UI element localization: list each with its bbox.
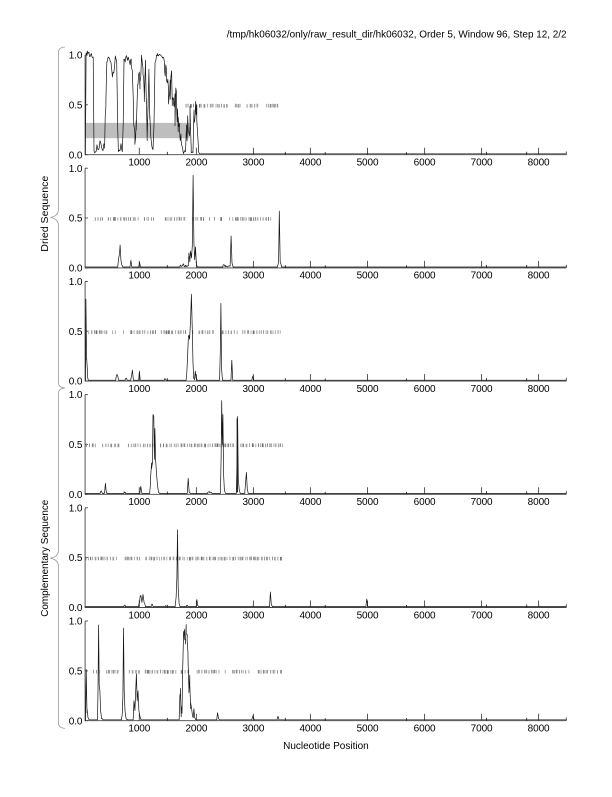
svg-text:2000: 2000 <box>185 384 207 395</box>
svg-text:8000: 8000 <box>528 610 550 621</box>
svg-text:0.0: 0.0 <box>69 490 83 501</box>
svg-text:6000: 6000 <box>414 724 436 735</box>
svg-text:7000: 7000 <box>471 158 493 169</box>
svg-text:0.5: 0.5 <box>69 100 83 111</box>
svg-text:3000: 3000 <box>242 271 264 282</box>
svg-text:2000: 2000 <box>185 158 207 169</box>
svg-text:5000: 5000 <box>357 271 379 282</box>
svg-text:6000: 6000 <box>414 158 436 169</box>
svg-text:6000: 6000 <box>414 271 436 282</box>
svg-text:0.0: 0.0 <box>69 377 83 388</box>
svg-text:4000: 4000 <box>299 724 321 735</box>
svg-text:4000: 4000 <box>299 610 321 621</box>
svg-text:1.0: 1.0 <box>69 390 83 401</box>
svg-text:Nucleotide Position: Nucleotide Position <box>283 741 369 752</box>
svg-text:0.5: 0.5 <box>69 327 83 338</box>
svg-text:5000: 5000 <box>357 158 379 169</box>
svg-text:5000: 5000 <box>357 724 379 735</box>
svg-text:0.5: 0.5 <box>69 214 83 225</box>
svg-text:3000: 3000 <box>242 384 264 395</box>
svg-text:0.0: 0.0 <box>69 150 83 161</box>
svg-text:6000: 6000 <box>414 610 436 621</box>
svg-text:2000: 2000 <box>185 497 207 508</box>
svg-text:8000: 8000 <box>528 724 550 735</box>
svg-text:1.0: 1.0 <box>69 617 83 628</box>
svg-text:0.0: 0.0 <box>69 264 83 275</box>
svg-text:3000: 3000 <box>242 158 264 169</box>
svg-text:3000: 3000 <box>242 497 264 508</box>
svg-text:1000: 1000 <box>128 271 150 282</box>
svg-text:1000: 1000 <box>128 497 150 508</box>
svg-text:Dried Sequence: Dried Sequence <box>40 175 51 251</box>
svg-text:0.0: 0.0 <box>69 603 83 614</box>
svg-text:3000: 3000 <box>242 724 264 735</box>
svg-text:8000: 8000 <box>528 384 550 395</box>
svg-text:4000: 4000 <box>299 497 321 508</box>
svg-text:7000: 7000 <box>471 271 493 282</box>
svg-text:7000: 7000 <box>471 384 493 395</box>
svg-text:2000: 2000 <box>185 724 207 735</box>
svg-text:7000: 7000 <box>471 610 493 621</box>
svg-text:1000: 1000 <box>128 158 150 169</box>
svg-text:3000: 3000 <box>242 610 264 621</box>
svg-text:1000: 1000 <box>128 724 150 735</box>
svg-text:7000: 7000 <box>471 497 493 508</box>
svg-text:0.0: 0.0 <box>69 716 83 727</box>
svg-text:1000: 1000 <box>128 384 150 395</box>
svg-text:0.5: 0.5 <box>69 553 83 564</box>
svg-text:1000: 1000 <box>128 610 150 621</box>
svg-text:6000: 6000 <box>414 384 436 395</box>
svg-text:8000: 8000 <box>528 158 550 169</box>
svg-text:1.0: 1.0 <box>69 503 83 514</box>
svg-text:6000: 6000 <box>414 497 436 508</box>
svg-text:8000: 8000 <box>528 497 550 508</box>
svg-text:5000: 5000 <box>357 497 379 508</box>
svg-text:4000: 4000 <box>299 158 321 169</box>
svg-text:4000: 4000 <box>299 384 321 395</box>
svg-text:0.5: 0.5 <box>69 440 83 451</box>
svg-text:Complementary Sequence: Complementary Sequence <box>40 499 51 616</box>
svg-text:1.0: 1.0 <box>69 51 83 62</box>
svg-text:2000: 2000 <box>185 610 207 621</box>
svg-text:2000: 2000 <box>185 271 207 282</box>
svg-text:1.0: 1.0 <box>69 277 83 288</box>
svg-text:5000: 5000 <box>357 610 379 621</box>
svg-text:1.0: 1.0 <box>69 164 83 175</box>
svg-text:0.5: 0.5 <box>69 667 83 678</box>
svg-text:7000: 7000 <box>471 724 493 735</box>
svg-text:8000: 8000 <box>528 271 550 282</box>
svg-text:5000: 5000 <box>357 384 379 395</box>
svg-text:/tmp/hk06032/only/raw_result_d: /tmp/hk06032/only/raw_result_dir/hk06032… <box>227 29 567 40</box>
svg-text:4000: 4000 <box>299 271 321 282</box>
